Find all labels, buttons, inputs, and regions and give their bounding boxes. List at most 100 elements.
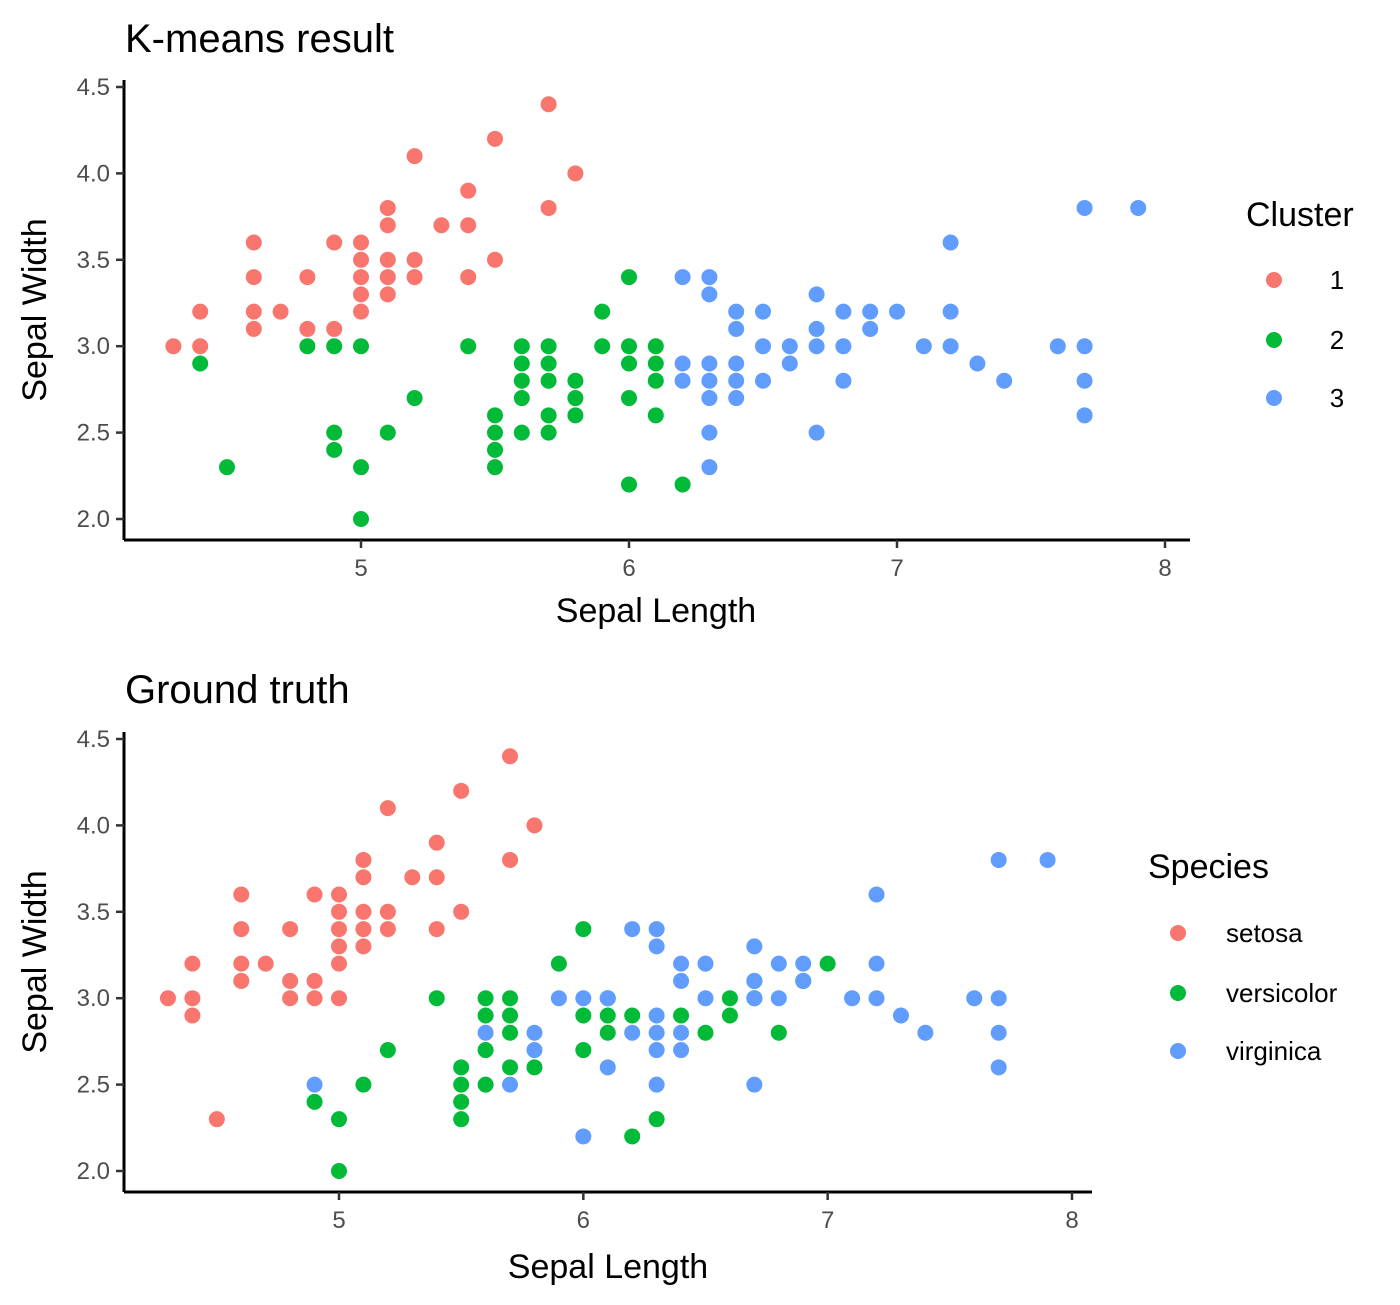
legend: Cluster 1 2 3 (1246, 196, 1354, 413)
point-2 (647, 407, 664, 424)
point-setosa (331, 990, 347, 1007)
point-versicolor (379, 1042, 396, 1059)
point-virginica (746, 972, 763, 989)
point-versicolor (575, 1042, 592, 1059)
point-versicolor (502, 1007, 519, 1024)
point-3 (728, 303, 745, 320)
legend-key-setosa (1170, 925, 1186, 941)
point-3 (889, 303, 905, 320)
point-3 (701, 372, 718, 389)
legend-key-2 (1266, 332, 1282, 348)
point-3 (1076, 372, 1093, 389)
point-1 (379, 286, 396, 303)
point-3 (701, 286, 718, 303)
point-2 (647, 355, 664, 372)
point-setosa (233, 955, 250, 972)
legend-label-versicolor: versicolor (1226, 978, 1338, 1008)
point-3 (728, 372, 745, 389)
point-3 (915, 338, 932, 355)
point-virginica (990, 851, 1007, 868)
point-setosa (355, 938, 372, 955)
point-versicolor (453, 1076, 470, 1093)
x-axis-title: Sepal Length (508, 1248, 708, 1286)
point-setosa (306, 886, 323, 903)
point-versicolor (673, 1007, 690, 1024)
point-virginica (648, 1024, 665, 1041)
point-virginica (868, 955, 885, 972)
point-1 (406, 269, 423, 286)
y-tick-label: 4.5 (77, 74, 110, 101)
x-tick-label: 8 (1158, 555, 1171, 582)
legend-label-3: 3 (1330, 383, 1344, 413)
y-ticks: 2.0 2.5 3.0 3.5 4.0 4.5 (77, 74, 124, 533)
point-setosa (404, 869, 421, 886)
panel-title: Ground truth (125, 668, 350, 712)
point-1 (299, 320, 316, 337)
point-versicolor (331, 1163, 347, 1179)
point-virginica (1039, 851, 1056, 868)
point-2 (594, 303, 611, 320)
point-2 (647, 372, 664, 389)
point-setosa (282, 990, 299, 1007)
point-virginica (648, 921, 665, 938)
point-versicolor (477, 1076, 494, 1093)
point-2 (513, 424, 530, 441)
point-virginica (306, 1076, 323, 1093)
point-2 (299, 338, 316, 355)
point-1 (353, 234, 369, 251)
point-2 (540, 338, 557, 355)
y-tick-label: 2.0 (77, 506, 110, 533)
point-virginica (770, 955, 787, 972)
point-virginica (648, 938, 665, 955)
point-virginica (917, 1024, 934, 1041)
point-setosa (331, 903, 347, 920)
point-3 (728, 390, 745, 407)
legend-key-1 (1266, 272, 1282, 288)
x-tick-label: 6 (577, 1207, 590, 1234)
point-setosa (379, 921, 396, 938)
point-1 (540, 96, 557, 113)
point-versicolor (502, 990, 519, 1007)
point-2 (540, 355, 557, 372)
y-tick-label: 4.0 (77, 160, 110, 187)
point-virginica (868, 886, 885, 903)
point-setosa (306, 972, 323, 989)
point-2 (353, 459, 369, 476)
point-setosa (331, 938, 347, 955)
point-setosa (184, 990, 201, 1007)
point-setosa (282, 972, 299, 989)
point-virginica (746, 1076, 763, 1093)
point-setosa (355, 851, 372, 868)
point-virginica (746, 990, 763, 1007)
point-3 (808, 338, 825, 355)
point-3 (835, 303, 852, 320)
point-virginica (966, 990, 983, 1007)
point-2 (487, 441, 503, 458)
point-3 (808, 286, 825, 303)
y-ticks: 2.0 2.5 3.0 3.5 4.0 4.5 (77, 726, 124, 1185)
point-virginica (477, 1024, 494, 1041)
y-tick-label: 3.5 (77, 899, 110, 926)
point-virginica (795, 955, 812, 972)
legend-title: Cluster (1246, 196, 1354, 234)
point-setosa (355, 869, 372, 886)
point-virginica (575, 1128, 592, 1145)
point-2 (406, 390, 423, 407)
point-3 (942, 234, 959, 251)
point-2 (594, 338, 611, 355)
x-tick-label: 6 (622, 555, 635, 582)
point-versicolor (697, 1024, 714, 1041)
point-3 (701, 269, 718, 286)
legend-label-2: 2 (1330, 325, 1344, 355)
point-versicolor (575, 1007, 592, 1024)
point-versicolor (355, 1076, 372, 1093)
x-ticks: 5 6 7 8 (332, 1192, 1079, 1234)
y-tick-label: 3.5 (77, 247, 110, 274)
point-setosa (355, 921, 372, 938)
point-2 (540, 424, 557, 441)
point-2 (621, 476, 637, 493)
point-setosa (184, 1007, 201, 1024)
point-3 (781, 355, 798, 372)
point-setosa (526, 817, 543, 834)
point-1 (433, 217, 450, 234)
